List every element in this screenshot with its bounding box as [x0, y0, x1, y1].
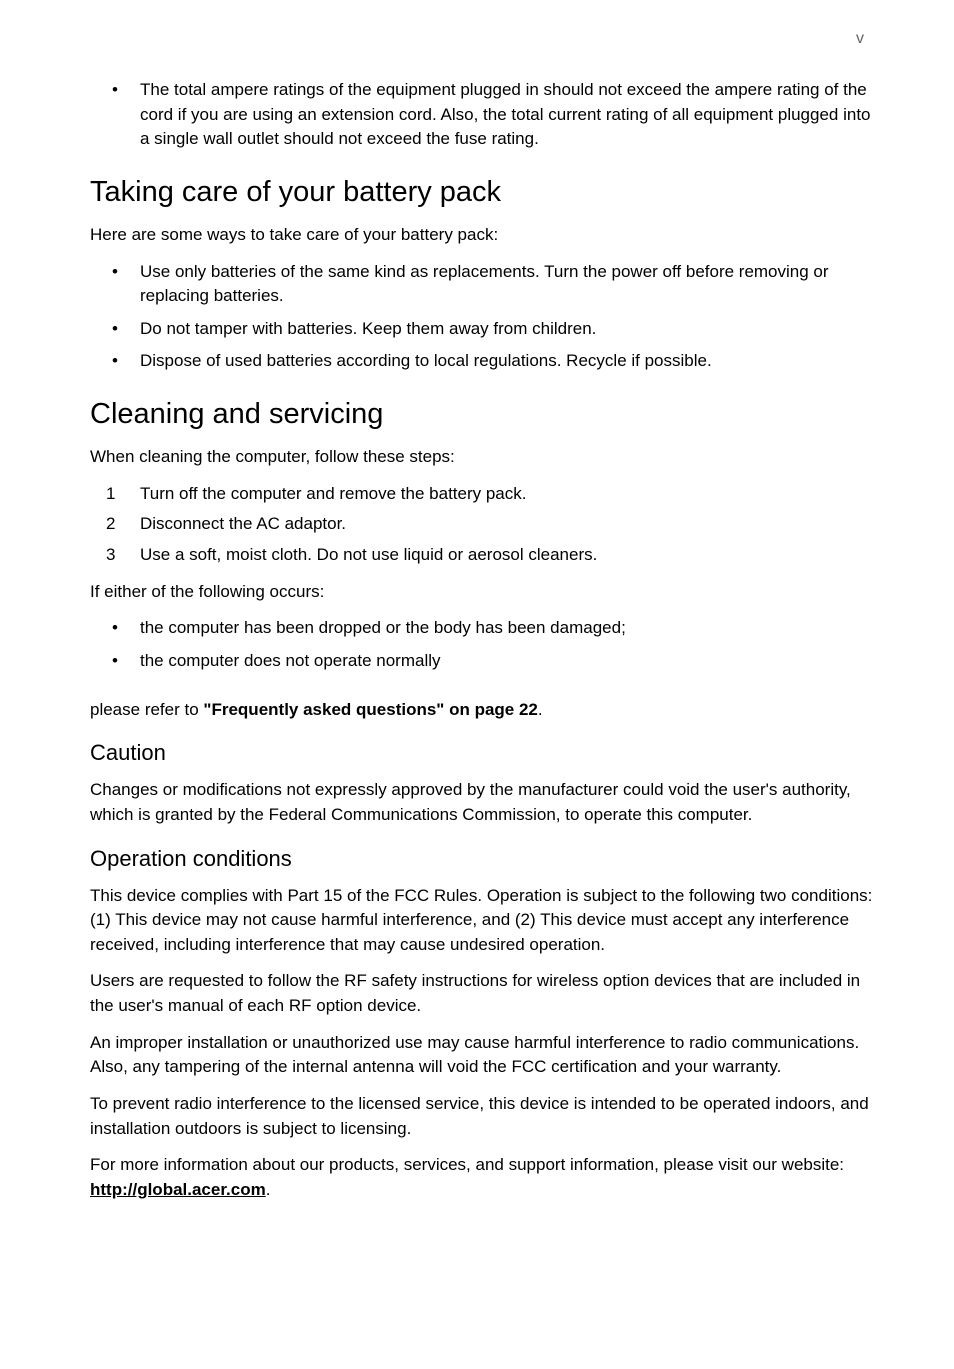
list-item: Disconnect the AC adaptor.: [90, 512, 874, 537]
battery-intro: Here are some ways to take care of your …: [90, 223, 874, 248]
cleaning-heading: Cleaning and servicing: [90, 398, 874, 431]
operation-p5-prefix: For more information about our products,…: [90, 1155, 844, 1174]
operation-heading: Operation conditions: [90, 846, 874, 872]
operation-p2: Users are requested to follow the RF saf…: [90, 969, 874, 1018]
caution-body: Changes or modifications not expressly a…: [90, 778, 874, 827]
cleaning-intro: When cleaning the computer, follow these…: [90, 445, 874, 470]
list-item: Do not tamper with batteries. Keep them …: [90, 317, 874, 342]
intro-bullet-list: The total ampere ratings of the equipmen…: [90, 78, 874, 152]
operation-p5-suffix: .: [266, 1180, 271, 1199]
operation-p5: For more information about our products,…: [90, 1153, 874, 1202]
operation-p4: To prevent radio interference to the lic…: [90, 1092, 874, 1141]
website-link[interactable]: http://global.acer.com: [90, 1180, 266, 1199]
refer-text: please refer to "Frequently asked questi…: [90, 698, 874, 723]
cleaning-steps: Turn off the computer and remove the bat…: [90, 482, 874, 568]
refer-prefix: please refer to: [90, 700, 203, 719]
list-item: The total ampere ratings of the equipmen…: [90, 78, 874, 152]
list-item: the computer has been dropped or the bod…: [90, 616, 874, 641]
either-intro: If either of the following occurs:: [90, 580, 874, 605]
faq-link[interactable]: "Frequently asked questions" on page 22: [203, 700, 537, 719]
list-item: Use only batteries of the same kind as r…: [90, 260, 874, 309]
refer-suffix: .: [538, 700, 543, 719]
operation-p3: An improper installation or unauthorized…: [90, 1031, 874, 1080]
battery-heading: Taking care of your battery pack: [90, 176, 874, 209]
list-item: Dispose of used batteries according to l…: [90, 349, 874, 374]
list-item: Use a soft, moist cloth. Do not use liqu…: [90, 543, 874, 568]
either-bullet-list: the computer has been dropped or the bod…: [90, 616, 874, 673]
battery-bullet-list: Use only batteries of the same kind as r…: [90, 260, 874, 375]
page-number: v: [90, 30, 874, 48]
list-item: the computer does not operate normally: [90, 649, 874, 674]
caution-heading: Caution: [90, 740, 874, 766]
operation-p1: This device complies with Part 15 of the…: [90, 884, 874, 958]
list-item: Turn off the computer and remove the bat…: [90, 482, 874, 507]
